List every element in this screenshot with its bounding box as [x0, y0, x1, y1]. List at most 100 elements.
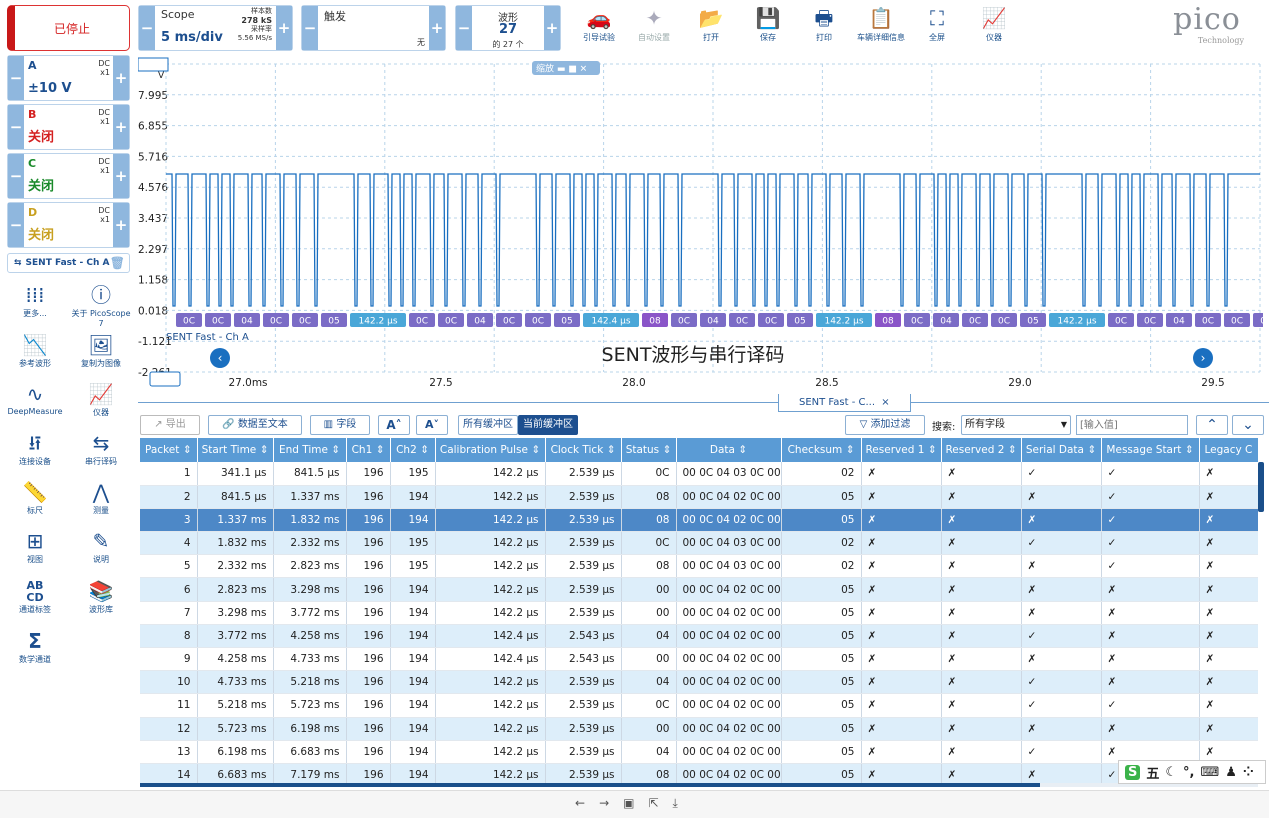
current-buffer-button[interactable]: 当前缓冲区: [518, 415, 578, 435]
table-row[interactable]: 8 3.772 ms 4.258 ms 196 194 142.4 µs 2.543 µs 0…: [140, 624, 1258, 649]
channel-d-decrease-button[interactable]: −: [8, 203, 24, 247]
notes-button[interactable]: ✎ 说明: [68, 528, 134, 576]
grid-icon[interactable]: ⁘: [1242, 764, 1254, 780]
table-row[interactable]: 1 341.1 µs 841.5 µs 196 195 142.2 µs 2.539 µs 0…: [140, 462, 1258, 486]
copy-image-button[interactable]: 🖼 复制为图像: [68, 332, 134, 380]
column-header[interactable]: Serial Data ⇕: [1021, 438, 1102, 462]
search-input[interactable]: [1076, 415, 1188, 435]
print-button[interactable]: 🖶 打印: [792, 4, 856, 52]
channel-c-increase-button[interactable]: +: [113, 154, 129, 198]
user-icon[interactable]: ♟: [1225, 764, 1237, 780]
decode-packet[interactable]: [525, 313, 551, 327]
scroll-left-button[interactable]: [210, 348, 230, 368]
about-button[interactable]: ⓘ 关于 PicoScope 7: [68, 282, 134, 330]
decode-packet[interactable]: [438, 313, 464, 327]
page-icon[interactable]: ▣: [623, 796, 649, 810]
decode-packet[interactable]: [671, 313, 697, 327]
channel-b-probe[interactable]: x1: [100, 117, 110, 126]
channel-d-panel[interactable]: − D DC x1 关闭 +: [7, 202, 130, 248]
scope-graph[interactable]: 9.1347.9956.8555.7164.5763.4372.2971.158…: [137, 56, 1269, 396]
open-button[interactable]: 📂 打开: [679, 4, 743, 52]
channel-label-button[interactable]: AB CD 通道标签: [2, 578, 68, 626]
channel-a-coupling[interactable]: DC: [98, 59, 110, 68]
table-row[interactable]: 10 4.733 ms 5.218 ms 196 194 142.2 µs 2.539 µs…: [140, 670, 1258, 695]
channel-d-increase-button[interactable]: +: [113, 203, 129, 247]
fullscreen-button[interactable]: ⛶ 全屏: [905, 4, 969, 52]
waveform-library-button[interactable]: 📚 波形库: [68, 578, 134, 626]
decode-packet[interactable]: [176, 313, 202, 327]
decode-packet[interactable]: [263, 313, 289, 327]
decode-packet[interactable]: [1137, 313, 1163, 327]
column-header[interactable]: Ch2 ⇕: [390, 438, 436, 462]
scope-mode-label[interactable]: Scope: [161, 8, 195, 21]
column-header[interactable]: Packet ⇕: [140, 438, 198, 462]
decode-packet[interactable]: [875, 313, 901, 327]
font-increase-button[interactable]: A˄: [378, 415, 410, 435]
decode-packet[interactable]: [729, 313, 755, 327]
zoom-toolbar[interactable]: [532, 61, 600, 75]
table-row[interactable]: 13 6.198 ms 6.683 ms 196 194 142.2 µs 2.539 µs…: [140, 740, 1258, 764]
column-header[interactable]: Reserved 2 ⇕: [941, 438, 1022, 462]
download-icon[interactable]: ⤓: [672, 796, 692, 810]
channel-a-probe[interactable]: x1: [100, 68, 110, 77]
scroll-right-button[interactable]: [1193, 348, 1213, 368]
table-row[interactable]: 2 841.5 µs 1.337 ms 196 194 142.2 µs 2.539 µs 0…: [140, 485, 1258, 509]
channel-a-decrease-button[interactable]: −: [8, 56, 24, 100]
channel-d-coupling[interactable]: DC: [98, 206, 110, 215]
column-header[interactable]: Data ⇕: [676, 438, 782, 462]
math-channel-button[interactable]: Σ 数学通道: [2, 628, 68, 676]
column-header[interactable]: Status ⇕: [621, 438, 677, 462]
decode-packet[interactable]: [496, 313, 522, 327]
waveform-prev-button[interactable]: −: [456, 6, 472, 50]
trigger-increase-button[interactable]: +: [429, 6, 445, 50]
decode-packet[interactable]: [467, 313, 493, 327]
data-to-text-button[interactable]: 🔗 数据至文本: [208, 415, 302, 435]
decode-packet[interactable]: [1049, 313, 1105, 327]
column-header[interactable]: Reserved 1 ⇕: [861, 438, 942, 462]
column-header[interactable]: End Time ⇕: [273, 438, 347, 462]
decode-packet[interactable]: [554, 313, 580, 327]
column-header[interactable]: Checksum ⇕: [781, 438, 862, 462]
run-stop-button[interactable]: 已停止: [7, 5, 130, 51]
channel-c-decrease-button[interactable]: −: [8, 154, 24, 198]
waveform-next-button[interactable]: +: [544, 6, 560, 50]
table-vertical-scrollbar[interactable]: [1258, 462, 1264, 512]
column-header[interactable]: Clock Tick ⇕: [545, 438, 622, 462]
fields-button[interactable]: ▥ 字段: [310, 415, 370, 435]
back-arrow-icon[interactable]: ←: [575, 796, 600, 810]
ime-mode-label[interactable]: 五: [1146, 766, 1160, 782]
forward-arrow-icon[interactable]: →: [599, 796, 624, 810]
column-header[interactable]: Start Time ⇕: [197, 438, 274, 462]
table-row[interactable]: 14 6.683 ms 7.179 ms 196 194 142.2 µs 2.539 µs…: [140, 763, 1258, 784]
table-row[interactable]: 6 2.823 ms 3.298 ms 196 194 142.2 µs 2.539 µs 0…: [140, 577, 1258, 602]
search-next-button[interactable]: ⌄: [1232, 415, 1264, 435]
add-filter-button[interactable]: ▽ 添加过滤: [845, 415, 925, 435]
decode-packet[interactable]: [350, 313, 406, 327]
channel-b-decrease-button[interactable]: −: [8, 105, 24, 149]
decode-packet[interactable]: [1020, 313, 1046, 327]
reference-waveform-button[interactable]: 📉 参考波形: [2, 332, 68, 380]
table-row[interactable]: 9 4.258 ms 4.733 ms 196 194 142.4 µs 2.543 µs 0…: [140, 647, 1258, 672]
font-decrease-button[interactable]: A˅: [416, 415, 448, 435]
channel-c-range[interactable]: 关闭: [28, 179, 55, 194]
decoder-chip[interactable]: ⇆ SENT Fast - Ch A 🗑: [7, 253, 130, 273]
decode-packet[interactable]: [1108, 313, 1134, 327]
decode-packet[interactable]: [700, 313, 726, 327]
trigger-decrease-button[interactable]: −: [302, 6, 318, 50]
table-row[interactable]: 11 5.218 ms 5.723 ms 196 194 142.2 µs 2.539 µs…: [140, 693, 1258, 718]
channel-b-range[interactable]: 关闭: [28, 130, 55, 145]
waveform-number[interactable]: 27: [498, 22, 518, 37]
export-button[interactable]: ↗ 导出: [140, 415, 200, 435]
table-row[interactable]: 7 3.298 ms 3.772 ms 196 194 142.2 µs 2.539 µs 0…: [140, 601, 1258, 625]
decode-packet[interactable]: [1195, 313, 1221, 327]
measure-button[interactable]: ⋀ 测量: [68, 479, 134, 527]
samples-value[interactable]: 278 kS: [241, 16, 272, 25]
column-header[interactable]: Message Start ⇕: [1101, 438, 1200, 462]
share-icon[interactable]: ⇱: [648, 796, 673, 810]
ruler-button[interactable]: 📏 标尺: [2, 479, 68, 527]
column-header[interactable]: Ch1 ⇕: [346, 438, 391, 462]
decode-packet[interactable]: [787, 313, 813, 327]
decode-table[interactable]: Packet ⇕ Start Time ⇕ End Time ⇕ Ch1 ⇕ Ch2 ⇕…: [140, 438, 1258, 784]
table-row[interactable]: 5 2.332 ms 2.823 ms 196 195 142.2 µs 2.539 µs 0…: [140, 554, 1258, 579]
column-header[interactable]: Legacy C ⇕: [1199, 438, 1258, 462]
